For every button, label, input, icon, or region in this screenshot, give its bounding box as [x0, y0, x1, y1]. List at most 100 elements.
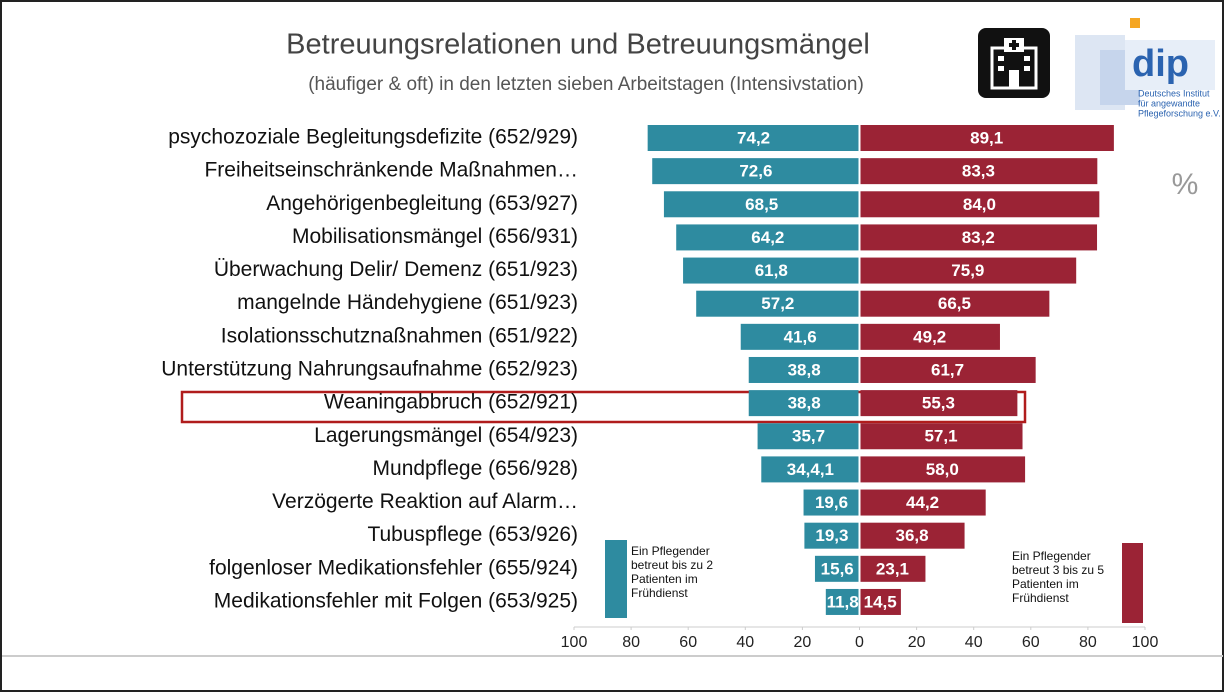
category-label: Überwachung Delir/ Demenz (651/923) — [214, 258, 578, 281]
data-label: 34,4,1 — [787, 460, 834, 479]
category-label: folgenloser Medikationsfehler (655/924) — [209, 556, 578, 579]
chart-subtitle: (häufiger & oft) in den letzten sieben A… — [308, 74, 864, 95]
category-label: psychozoziale Begleitungsdefizite (652/9… — [168, 126, 578, 149]
data-label: 41,6 — [784, 327, 817, 346]
bar — [860, 125, 1114, 151]
hospital-icon — [978, 28, 1050, 98]
category-label: Freiheitseinschränkende Maßnahmen… — [204, 159, 578, 182]
bar — [748, 356, 859, 383]
bar — [860, 224, 1098, 251]
data-label: 38,8 — [788, 394, 821, 413]
category-label: Mobilisationsmängel (656/931) — [292, 225, 578, 248]
category-label: Isolationsschutznaßnahmen (651/922) — [221, 324, 578, 347]
bar — [860, 489, 986, 516]
x-tick-label: 100 — [1132, 634, 1159, 651]
bar — [860, 257, 1077, 284]
data-label: 83,2 — [962, 228, 995, 247]
category-label: mangelnde Händehygiene (651/923) — [237, 291, 578, 314]
x-tick-label: 100 — [561, 634, 588, 651]
bar — [860, 522, 965, 549]
legend-swatch — [1121, 543, 1143, 623]
category-label: Unterstützung Nahrungsaufnahme (652/923) — [161, 358, 578, 381]
data-label: 57,1 — [924, 427, 957, 446]
dip-logo: dip Deutsches Institut für angewandte Pf… — [1075, 18, 1221, 118]
data-label: 83,3 — [962, 162, 995, 181]
data-label: 89,1 — [970, 128, 1003, 147]
data-label: 61,7 — [931, 360, 964, 379]
bar — [860, 390, 1018, 417]
bar — [860, 456, 1026, 483]
bar — [803, 489, 859, 516]
bar — [663, 191, 859, 218]
data-label: 19,6 — [815, 493, 848, 512]
x-tick-label: 60 — [1022, 634, 1040, 651]
category-label: Weaningabbruch (652/921) — [324, 391, 578, 414]
unit-label: % — [1172, 168, 1199, 201]
highlight-box — [180, 390, 1027, 424]
data-label: 14,5 — [864, 592, 897, 611]
bar — [860, 423, 1023, 450]
x-tick-label: 20 — [794, 634, 812, 651]
data-label: 36,8 — [895, 526, 928, 545]
bar — [814, 555, 859, 582]
data-label: 23,1 — [876, 559, 909, 578]
logo-line: Pflegeforschung e.V. — [1138, 108, 1221, 118]
bar — [860, 356, 1036, 383]
bar — [676, 224, 859, 251]
category-label: Medikationsfehler mit Folgen (653/925) — [214, 590, 578, 613]
category-label: Lagerungsmängel (654/923) — [314, 424, 578, 447]
bar — [860, 588, 901, 615]
x-tick-label: 60 — [679, 634, 697, 651]
x-tick-label: 20 — [908, 634, 926, 651]
logo-name: dip — [1132, 43, 1189, 85]
bar — [696, 290, 859, 317]
bar — [683, 257, 859, 284]
bar — [825, 588, 859, 615]
data-label: 38,8 — [788, 360, 821, 379]
data-label: 58,0 — [926, 460, 959, 479]
x-tick-label: 40 — [736, 634, 754, 651]
logo-line: Deutsches Institut — [1138, 88, 1210, 98]
category-label: Tubuspflege (653/926) — [367, 523, 578, 546]
x-tick-label: 80 — [1079, 634, 1097, 651]
legend-swatch — [605, 540, 627, 618]
data-label: 57,2 — [761, 294, 794, 313]
bar — [761, 456, 859, 483]
bar — [860, 158, 1098, 185]
category-label: Mundpflege (656/928) — [373, 457, 578, 480]
data-label: 66,5 — [938, 294, 971, 313]
data-label: 55,3 — [922, 394, 955, 413]
bar — [860, 191, 1100, 218]
data-label: 84,0 — [963, 195, 996, 214]
data-label: 75,9 — [951, 261, 984, 280]
bar — [860, 555, 926, 582]
chart-title: Betreuungsrelationen und Betreuungsmänge… — [286, 29, 870, 61]
legend-text: Ein Pflegender betreut 3 bis zu 5 Patien… — [1008, 543, 1122, 623]
data-label: 15,6 — [821, 559, 854, 578]
x-tick-label: 40 — [965, 634, 983, 651]
data-label: 49,2 — [913, 327, 946, 346]
data-label: 44,2 — [906, 493, 939, 512]
logo-line: für angewandte — [1138, 98, 1200, 108]
bar — [804, 522, 859, 549]
data-label: 11,8 — [827, 592, 859, 611]
data-label: 61,8 — [755, 261, 788, 280]
bar — [748, 390, 859, 417]
data-label: 19,3 — [815, 526, 848, 545]
bar — [860, 323, 1000, 350]
category-label: Verzögerte Reaktion auf Alarm… — [272, 490, 578, 513]
x-tick-label: 0 — [855, 634, 864, 651]
data-label: 35,7 — [792, 427, 825, 446]
category-label: Angehörigenbegleitung (653/927) — [266, 192, 578, 215]
bar — [860, 290, 1050, 317]
bar — [740, 323, 859, 350]
bar — [652, 158, 859, 185]
data-label: 64,2 — [751, 228, 784, 247]
x-tick-label: 80 — [622, 634, 640, 651]
data-label: 68,5 — [745, 195, 778, 214]
legend-text: Ein Pflegender betreut bis zu 2 Patiente… — [627, 538, 737, 618]
bar — [757, 423, 859, 450]
